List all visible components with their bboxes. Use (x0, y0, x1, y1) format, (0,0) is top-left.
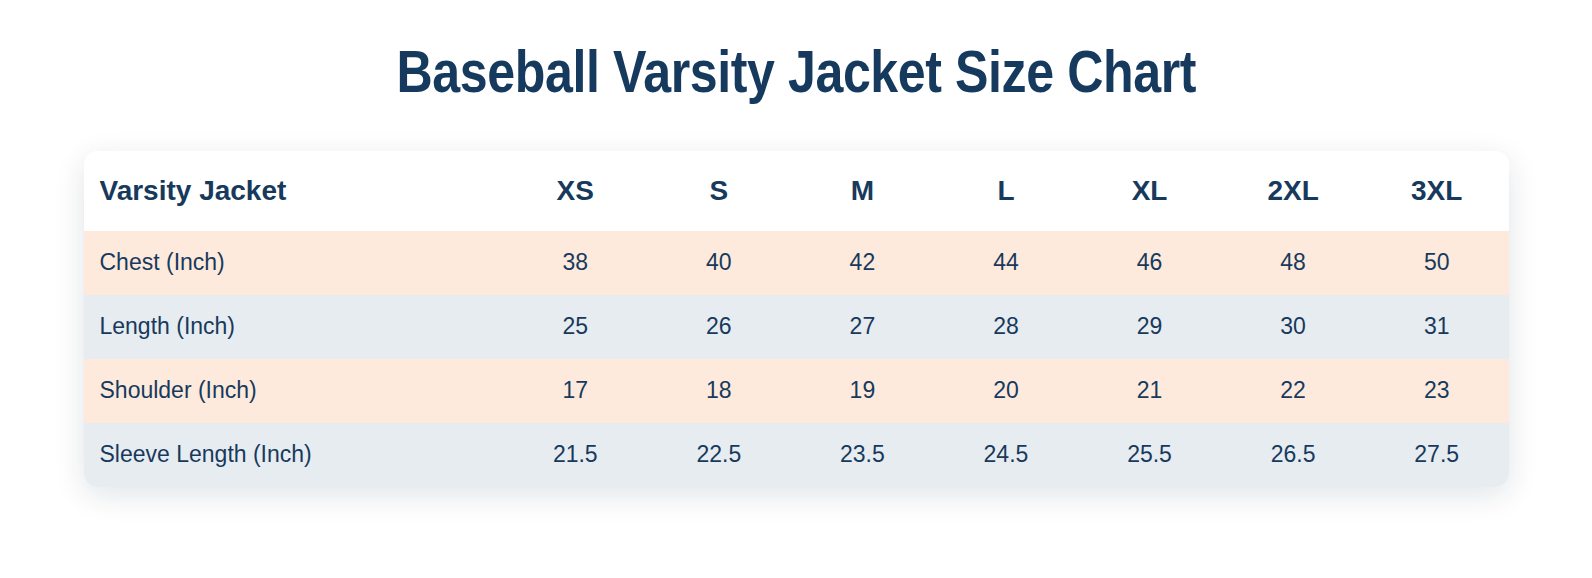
size-column-header-xl: XL (1078, 151, 1222, 231)
corner-header: Varsity Jacket (84, 151, 504, 231)
size-chart-table: Varsity Jacket XSSMLXL2XL3XL Chest (Inch… (84, 151, 1509, 487)
size-value-cell: 21.5 (504, 423, 648, 487)
size-value-cell: 38 (504, 231, 648, 295)
size-value-cell: 29 (1078, 295, 1222, 359)
table-header: Varsity Jacket XSSMLXL2XL3XL (84, 151, 1509, 231)
size-value-cell: 21 (1078, 359, 1222, 423)
size-value-cell: 30 (1221, 295, 1365, 359)
row-label: Sleeve Length (Inch) (84, 423, 504, 487)
title-container: Baseball Varsity Jacket Size Chart (0, 0, 1592, 105)
size-value-cell: 20 (934, 359, 1078, 423)
size-chart-card: Varsity Jacket XSSMLXL2XL3XL Chest (Inch… (84, 151, 1509, 487)
size-value-cell: 27.5 (1365, 423, 1509, 487)
size-value-cell: 26 (647, 295, 791, 359)
row-label: Chest (Inch) (84, 231, 504, 295)
size-value-cell: 17 (504, 359, 648, 423)
size-value-cell: 24.5 (934, 423, 1078, 487)
size-value-cell: 31 (1365, 295, 1509, 359)
size-value-cell: 23 (1365, 359, 1509, 423)
row-label: Length (Inch) (84, 295, 504, 359)
size-value-cell: 18 (647, 359, 791, 423)
table-row: Chest (Inch)38404244464850 (84, 231, 1509, 295)
table-row: Sleeve Length (Inch)21.522.523.524.525.5… (84, 423, 1509, 487)
size-column-header-l: L (934, 151, 1078, 231)
size-value-cell: 23.5 (791, 423, 935, 487)
size-value-cell: 46 (1078, 231, 1222, 295)
table-body: Chest (Inch)38404244464850Length (Inch)2… (84, 231, 1509, 487)
header-row: Varsity Jacket XSSMLXL2XL3XL (84, 151, 1509, 231)
size-column-header-m: M (791, 151, 935, 231)
size-value-cell: 50 (1365, 231, 1509, 295)
size-value-cell: 40 (647, 231, 791, 295)
size-value-cell: 28 (934, 295, 1078, 359)
size-value-cell: 22 (1221, 359, 1365, 423)
size-column-header-3xl: 3XL (1365, 151, 1509, 231)
table-row: Length (Inch)25262728293031 (84, 295, 1509, 359)
size-value-cell: 25 (504, 295, 648, 359)
size-value-cell: 25.5 (1078, 423, 1222, 487)
size-value-cell: 27 (791, 295, 935, 359)
size-column-header-s: S (647, 151, 791, 231)
table-row: Shoulder (Inch)17181920212223 (84, 359, 1509, 423)
size-value-cell: 19 (791, 359, 935, 423)
size-value-cell: 22.5 (647, 423, 791, 487)
size-column-header-2xl: 2XL (1221, 151, 1365, 231)
page-title: Baseball Varsity Jacket Size Chart (396, 40, 1196, 105)
row-label: Shoulder (Inch) (84, 359, 504, 423)
size-value-cell: 44 (934, 231, 1078, 295)
size-value-cell: 48 (1221, 231, 1365, 295)
page: Baseball Varsity Jacket Size Chart Varsi… (0, 0, 1592, 578)
size-value-cell: 42 (791, 231, 935, 295)
size-column-header-xs: XS (504, 151, 648, 231)
size-value-cell: 26.5 (1221, 423, 1365, 487)
